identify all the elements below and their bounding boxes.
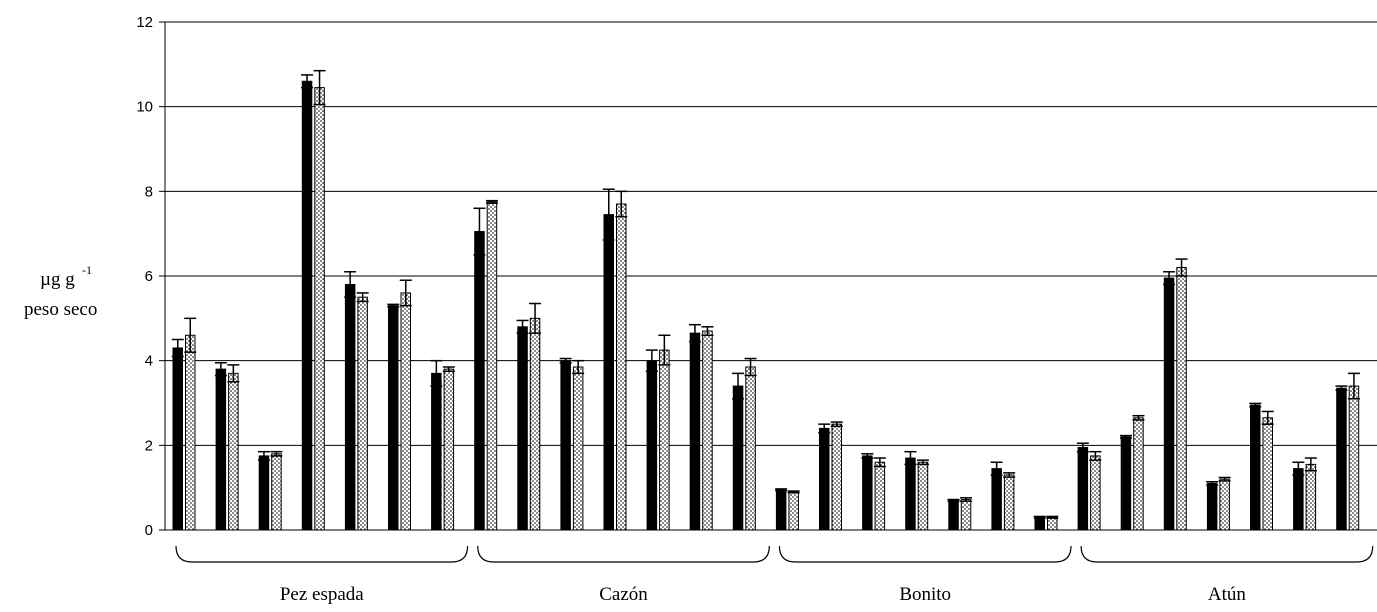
bars — [171, 69, 1360, 531]
bar-series1 — [862, 455, 873, 531]
group-brace — [175, 545, 469, 563]
bar-series2 — [917, 461, 929, 531]
bar-series1 — [301, 80, 313, 531]
bar-series1 — [1250, 404, 1261, 531]
y-axis-label-superscript: -1 — [82, 263, 92, 277]
bar-series2 — [1133, 417, 1144, 531]
bar-series1 — [732, 385, 744, 531]
bar-series2 — [314, 87, 325, 531]
group-label: Cazón — [599, 584, 648, 605]
bar-series1 — [905, 457, 916, 531]
y-axis-label: µg g — [40, 269, 75, 290]
group-label: Pez espada — [280, 584, 364, 605]
bar-series2 — [1090, 455, 1101, 531]
y-tick-label: 2 — [145, 437, 153, 454]
bar-series2 — [788, 491, 799, 531]
bar-series1 — [431, 372, 442, 531]
bar-series2 — [271, 453, 282, 531]
bar-series2 — [960, 499, 972, 531]
bar-series1 — [258, 455, 270, 531]
bar-series1 — [215, 368, 227, 531]
bar-series2 — [400, 292, 411, 531]
bar-series2 — [486, 201, 498, 531]
bar-series1 — [560, 360, 571, 531]
bar-series2 — [228, 372, 239, 531]
y-tick-label: 12 — [136, 14, 153, 31]
y-tick-label: 8 — [145, 183, 153, 200]
group-brace — [477, 545, 770, 563]
bar-series2 — [745, 366, 756, 531]
bar-series1 — [517, 326, 528, 531]
y-tick-label: 6 — [145, 268, 153, 285]
bar-series2 — [572, 366, 584, 531]
y-axis-label-line2: peso seco — [24, 299, 97, 320]
group-label: Bonito — [899, 584, 951, 605]
bar-series2 — [1176, 267, 1187, 531]
group-braces: Pez espada Cazón Bonito Atún — [175, 545, 1374, 605]
bar-series1 — [1034, 516, 1045, 531]
group-brace — [1080, 545, 1374, 563]
bar-series1 — [474, 231, 485, 531]
bar-series1 — [819, 427, 830, 531]
bar-series1 — [1163, 277, 1175, 531]
bar-series1 — [1120, 436, 1132, 531]
bar-series2 — [1047, 516, 1058, 531]
bar-series2 — [529, 317, 541, 531]
bar-series1 — [689, 332, 701, 531]
bar-series2 — [659, 349, 670, 531]
bar-series1 — [775, 489, 787, 531]
bar-series1 — [991, 468, 1002, 531]
bar-series1 — [1336, 387, 1347, 531]
y-tick-label: 10 — [136, 99, 153, 116]
bar-series2 — [1262, 417, 1273, 531]
bar-series1 — [948, 499, 959, 531]
group-label: Atún — [1208, 584, 1247, 605]
bar-series1 — [344, 283, 356, 531]
bar-series2 — [443, 368, 455, 531]
bar-series2 — [874, 461, 886, 531]
axes: 0 2 4 6 8 10 12 — [136, 14, 1377, 539]
bar-series1 — [1293, 468, 1304, 531]
group-brace — [778, 545, 1072, 563]
bar-series1 — [646, 360, 658, 531]
y-tick-label: 4 — [145, 353, 153, 370]
bar-series2 — [1348, 385, 1360, 531]
bar-series2 — [702, 330, 713, 531]
bar-series2 — [831, 423, 842, 531]
bar-series1 — [603, 214, 614, 531]
bar-series2 — [1219, 478, 1230, 531]
bar-series2 — [357, 296, 368, 531]
bar-series2 — [185, 334, 196, 531]
bar-series2 — [616, 203, 627, 531]
bar-series1 — [388, 305, 399, 531]
bar-series1 — [1206, 482, 1218, 531]
bar-series2 — [1305, 463, 1317, 531]
y-axis-label-main: µg g — [40, 269, 75, 290]
y-tick-label: 0 — [145, 522, 153, 539]
bar-series1 — [172, 347, 183, 531]
bar-series2 — [1003, 474, 1015, 531]
bar-series1 — [1077, 446, 1089, 531]
